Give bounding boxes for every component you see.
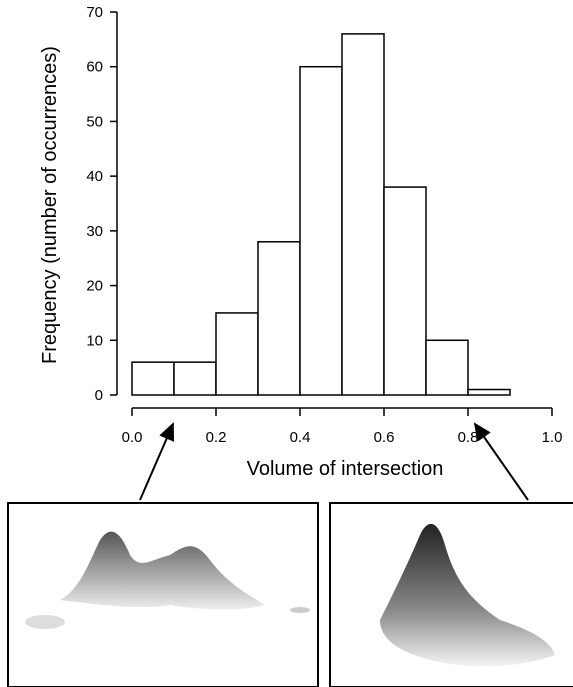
y-tick-label: 60 bbox=[86, 59, 103, 76]
y-axis-label: Frequency (number of occurrences) bbox=[39, 46, 61, 364]
bar bbox=[173, 361, 217, 396]
y-tick-label: 50 bbox=[86, 113, 103, 130]
bar bbox=[425, 339, 469, 396]
bar bbox=[131, 361, 175, 396]
arrow bbox=[139, 422, 174, 501]
x-tick-label: 0.4 bbox=[290, 429, 311, 446]
y-tick-label: 0 bbox=[95, 387, 103, 404]
arrow bbox=[473, 422, 529, 501]
bar bbox=[257, 241, 301, 396]
x-tick-label: 0.0 bbox=[122, 429, 143, 446]
y-tick-label: 70 bbox=[86, 4, 103, 21]
bar bbox=[383, 186, 427, 396]
inset-right bbox=[329, 502, 573, 687]
inset-left bbox=[7, 502, 319, 687]
y-tick-label: 20 bbox=[86, 278, 103, 295]
x-tick-label: 0.8 bbox=[458, 429, 479, 446]
x-tick-label: 0.6 bbox=[374, 429, 395, 446]
bar bbox=[215, 312, 259, 396]
bar bbox=[341, 33, 385, 396]
bar bbox=[467, 388, 511, 396]
y-tick-label: 10 bbox=[86, 332, 103, 349]
x-axis-label: Volume of intersection bbox=[247, 458, 444, 480]
x-tick-label: 1.0 bbox=[542, 429, 563, 446]
y-tick-label: 30 bbox=[86, 223, 103, 240]
bar bbox=[299, 65, 343, 396]
y-tick-label: 40 bbox=[86, 168, 103, 185]
x-tick-label: 0.2 bbox=[206, 429, 227, 446]
